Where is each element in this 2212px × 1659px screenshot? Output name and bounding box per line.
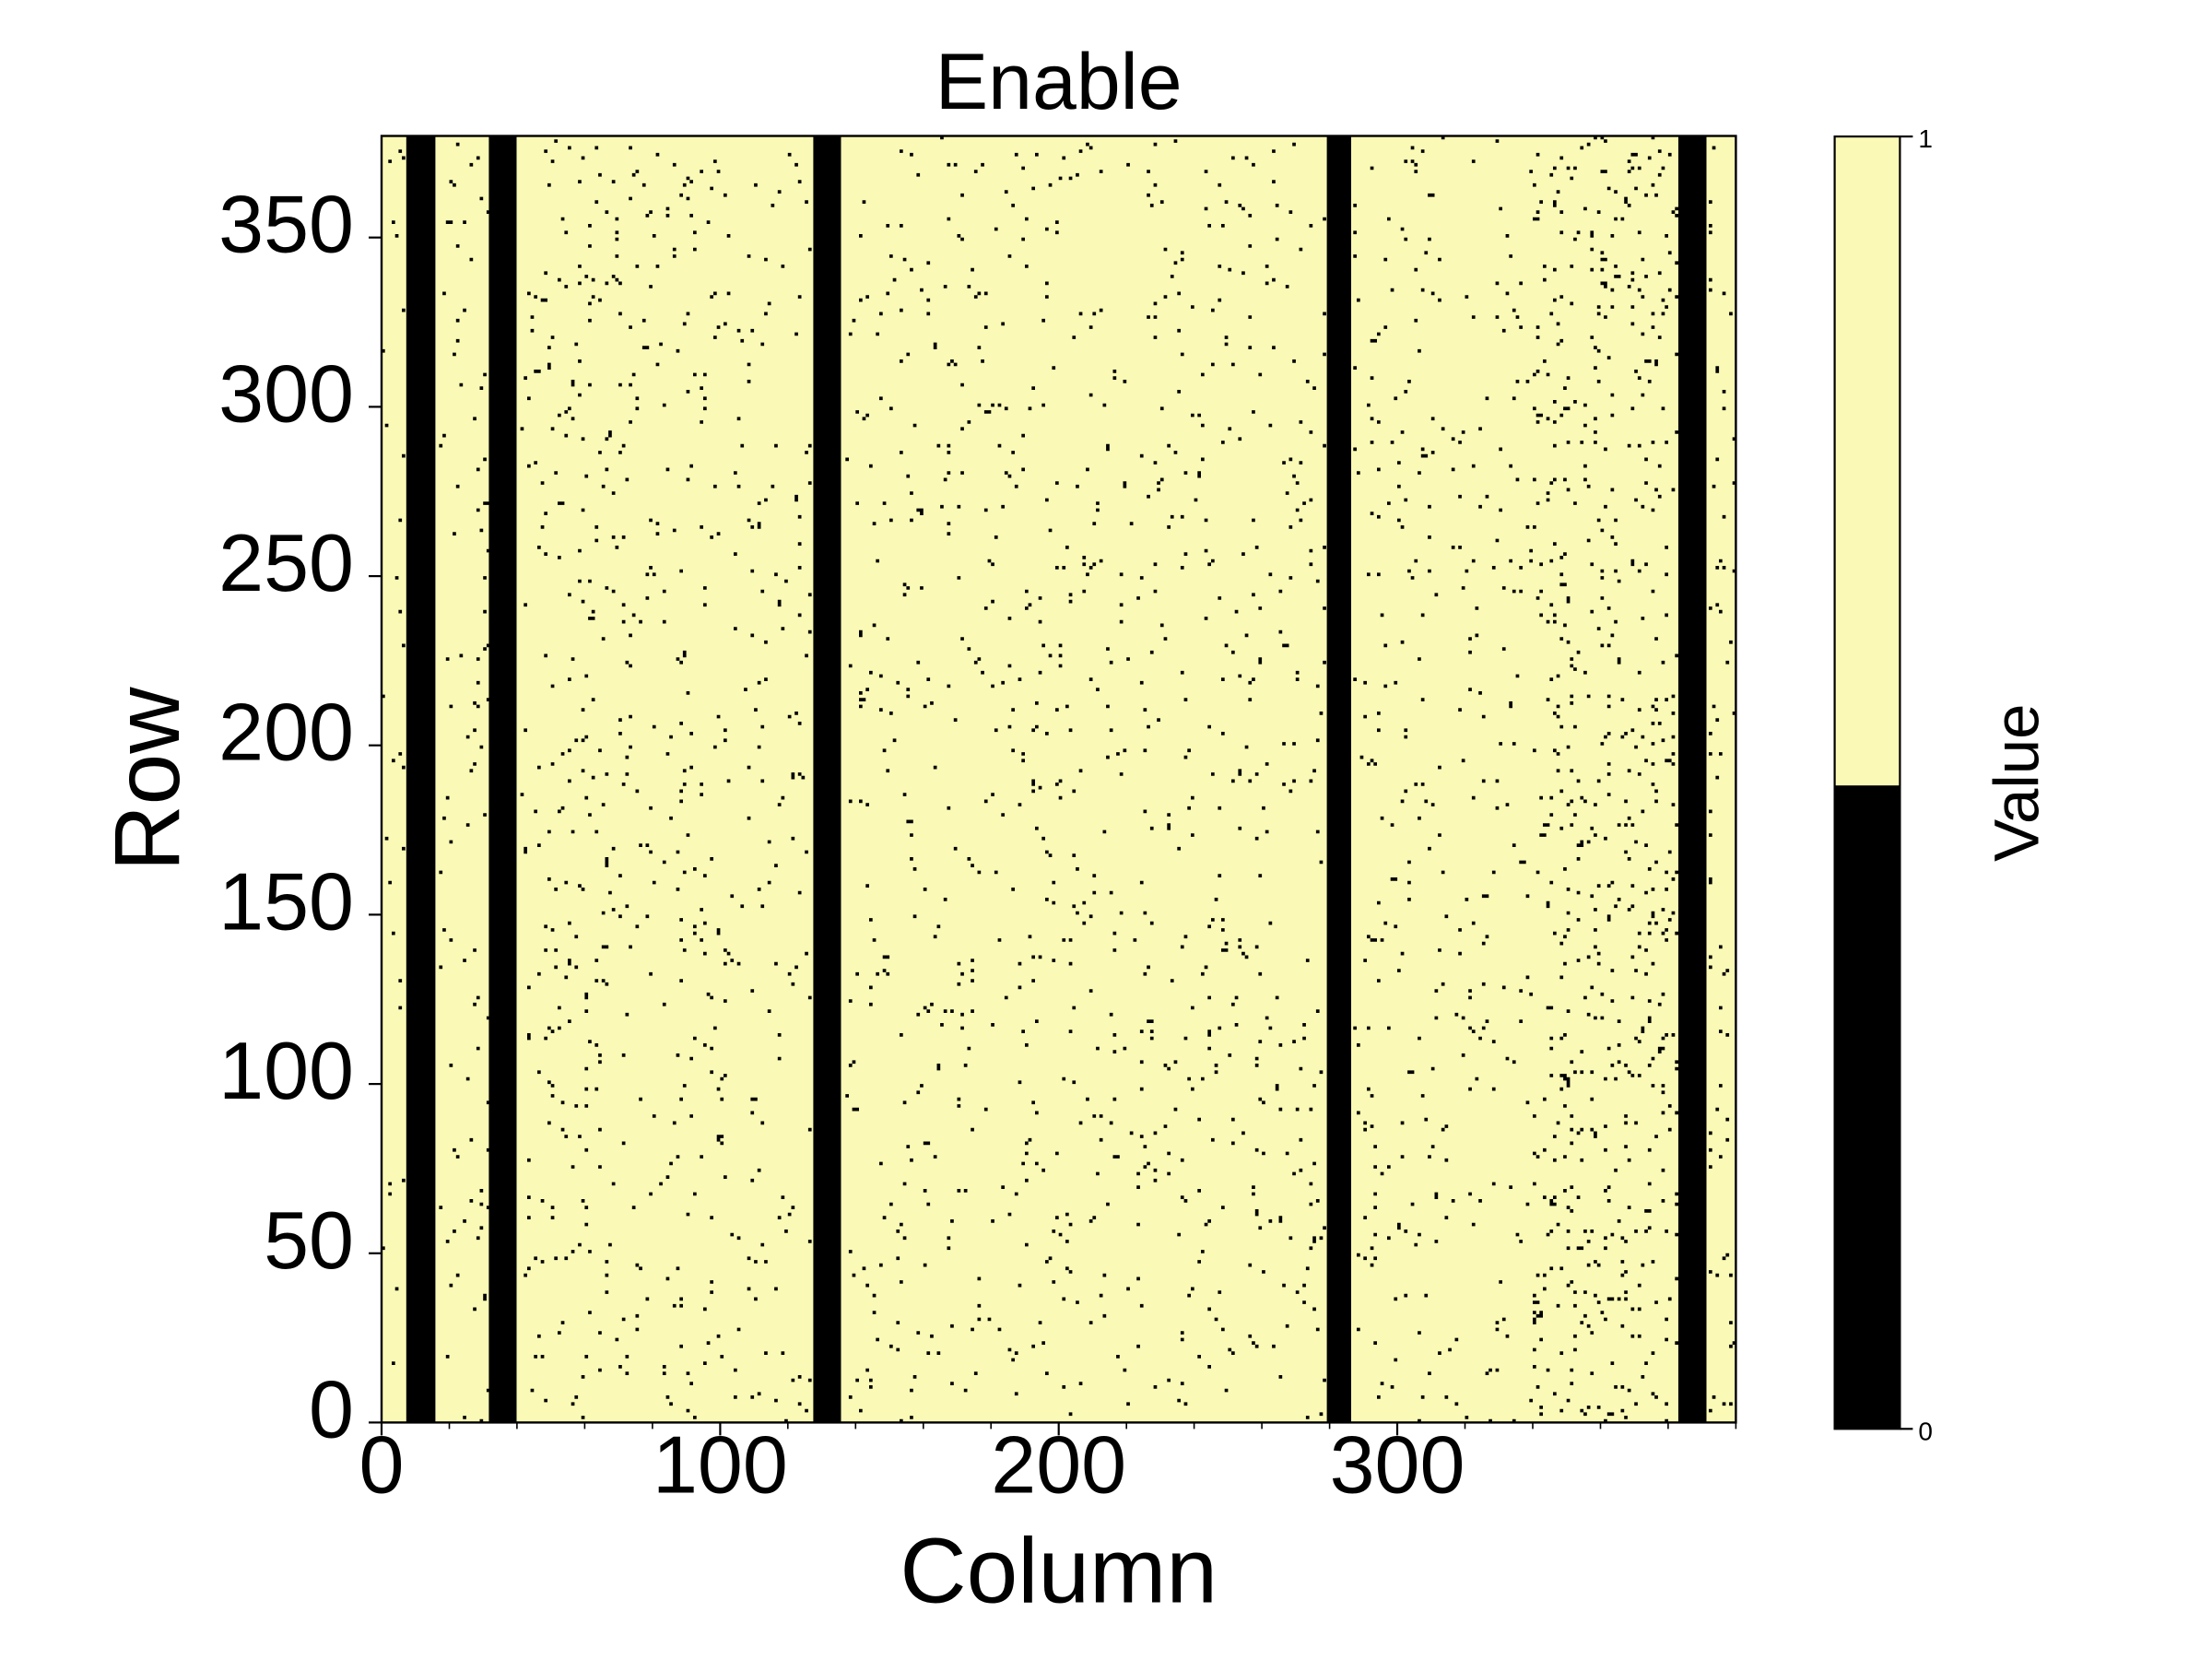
svg-text:1: 1 xyxy=(1918,124,1933,153)
svg-text:Row: Row xyxy=(96,687,199,872)
svg-text:Enable: Enable xyxy=(935,38,1182,126)
svg-text:200: 200 xyxy=(218,687,354,778)
svg-text:50: 50 xyxy=(264,1194,354,1286)
svg-text:0: 0 xyxy=(359,1418,405,1510)
svg-text:300: 300 xyxy=(218,347,354,439)
svg-text:250: 250 xyxy=(218,517,354,608)
svg-text:0: 0 xyxy=(309,1363,354,1454)
svg-text:Value: Value xyxy=(1981,704,2052,862)
svg-text:0: 0 xyxy=(1918,1417,1933,1445)
svg-text:Column: Column xyxy=(900,1519,1218,1622)
svg-text:150: 150 xyxy=(218,855,354,947)
svg-text:100: 100 xyxy=(653,1418,788,1510)
svg-text:300: 300 xyxy=(1330,1418,1465,1510)
svg-text:100: 100 xyxy=(218,1025,354,1116)
svg-text:350: 350 xyxy=(218,179,354,270)
svg-text:200: 200 xyxy=(991,1418,1126,1510)
